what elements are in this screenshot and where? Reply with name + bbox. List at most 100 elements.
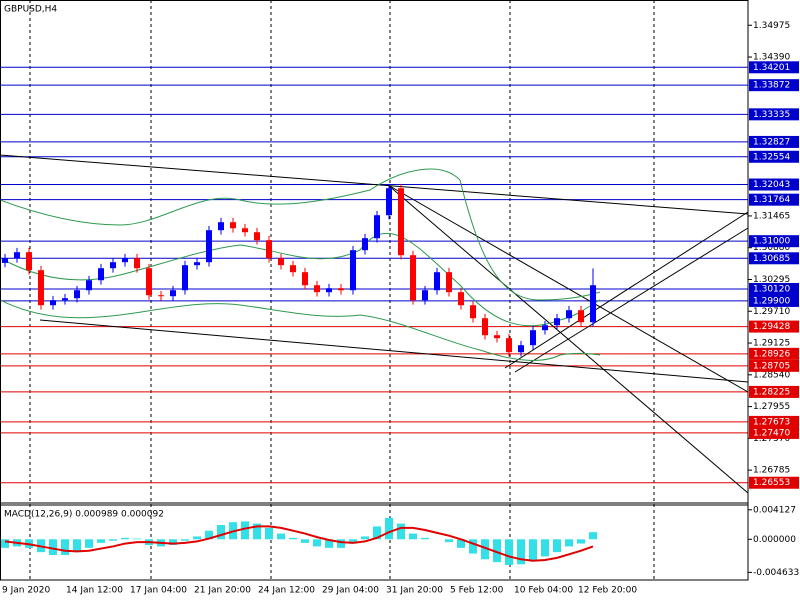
- macd-bar: [457, 539, 465, 548]
- level-label-box: [749, 150, 799, 163]
- level-label-box: [749, 320, 799, 333]
- candle-body: [530, 330, 536, 346]
- macd-bar: [553, 539, 561, 553]
- level-label: 1.29900: [753, 296, 790, 306]
- macd-bar: [589, 532, 597, 540]
- level-label-box: [749, 282, 799, 295]
- x-tick-label: 21 Jan 20:00: [194, 586, 251, 596]
- candle-body: [194, 262, 200, 266]
- candle-body: [518, 345, 524, 353]
- level-label: 1.31000: [753, 237, 790, 247]
- plot-frame: [0, 0, 749, 581]
- candle-body: [98, 268, 104, 281]
- macd-bar: [397, 523, 405, 540]
- y-tick-label: 1.34390: [753, 53, 790, 63]
- candle-body: [50, 300, 56, 306]
- y-tick-label: 1.27955: [753, 402, 790, 412]
- candle-body: [206, 230, 212, 263]
- level-label-box: [749, 426, 799, 439]
- candle-body: [470, 305, 476, 319]
- candle-body: [86, 280, 92, 291]
- y-tick-label: 1.30880: [753, 243, 790, 253]
- macd-bar: [385, 517, 393, 540]
- candle-body: [386, 188, 392, 216]
- level-label: 1.33872: [753, 81, 790, 91]
- candle-body: [326, 288, 332, 293]
- level-label: 1.26553: [753, 478, 790, 488]
- candle-body: [38, 270, 44, 306]
- y-tick-label: 1.29710: [753, 307, 790, 317]
- candle-body: [494, 335, 500, 339]
- y-tick-label: 1.30295: [753, 275, 790, 285]
- x-tick-label: 12 Feb 20:00: [578, 586, 637, 596]
- level-label: 1.34201: [753, 63, 790, 73]
- level-label-box: [749, 359, 799, 372]
- candle-body: [590, 285, 596, 323]
- macd-signal-line: [4, 525, 594, 562]
- macd-bar: [253, 523, 261, 540]
- candle-body: [458, 292, 464, 306]
- candle-body: [122, 258, 128, 263]
- level-label-box: [749, 79, 799, 92]
- y-tick-label: 1.31465: [753, 211, 790, 221]
- level-label: 1.30120: [753, 284, 790, 294]
- level-label: 1.30685: [753, 254, 790, 264]
- band-upper: [0, 168, 601, 301]
- x-tick-label: 31 Jan 20:00: [386, 586, 443, 596]
- macd-bar: [337, 539, 345, 548]
- macd-bar: [193, 536, 201, 540]
- candle-body: [506, 338, 512, 353]
- y-tick-label: 1.28540: [753, 370, 790, 380]
- candle-body: [578, 310, 584, 323]
- price-axis: 1.34975 1.34390 1.31465 1.30880 1.30295 1.297…: [748, 21, 799, 578]
- level-label: 1.28225: [753, 387, 790, 397]
- trend-line: [39, 319, 749, 383]
- candle-body: [146, 268, 152, 296]
- macd-bar: [493, 539, 501, 563]
- candle-body: [266, 240, 272, 259]
- candle-body: [338, 288, 344, 291]
- level-label-box: [749, 476, 799, 489]
- candle-body: [170, 290, 176, 297]
- macd-y-tick-label: 0.004127: [753, 505, 796, 515]
- trend-line: [514, 227, 749, 373]
- macd-y-tick-label: -0.004633: [753, 568, 799, 578]
- candle-body: [278, 258, 284, 266]
- macd-bar: [529, 539, 537, 561]
- candle-body: [14, 252, 20, 259]
- candle-body: [542, 325, 548, 331]
- candle-body: [290, 265, 296, 273]
- macd-bar: [73, 539, 81, 553]
- trend-line: [0, 154, 749, 215]
- macd-bar: [517, 539, 525, 565]
- x-tick-label: 14 Jan 12:00: [66, 586, 123, 596]
- level-label: 1.29428: [753, 322, 790, 332]
- candle-body: [110, 262, 116, 269]
- level-label: 1.31764: [753, 195, 790, 205]
- candle-body: [302, 272, 308, 286]
- macd-bar: [133, 538, 141, 540]
- macd-bar: [97, 539, 105, 543]
- level-label: 1.32827: [753, 137, 790, 147]
- candle-body: [314, 285, 320, 293]
- y-tick-label: 1.29125: [753, 339, 790, 349]
- candle-body: [350, 250, 356, 291]
- level-label-box: [749, 294, 799, 307]
- trend-lines: [0, 154, 749, 494]
- candle-body: [158, 295, 164, 297]
- candle-body: [410, 255, 416, 301]
- band-lower: [0, 299, 601, 361]
- candle-body: [2, 258, 8, 263]
- macd-bar: [445, 539, 453, 543]
- macd-bar: [241, 521, 249, 540]
- candle-body: [134, 258, 140, 269]
- candle-body: [254, 232, 260, 241]
- candle-body: [26, 252, 32, 271]
- macd-bar: [313, 539, 321, 547]
- macd-bar: [577, 539, 585, 544]
- level-label-box: [749, 415, 799, 428]
- level-label: 1.32043: [753, 180, 790, 190]
- macd-bar: [205, 530, 213, 540]
